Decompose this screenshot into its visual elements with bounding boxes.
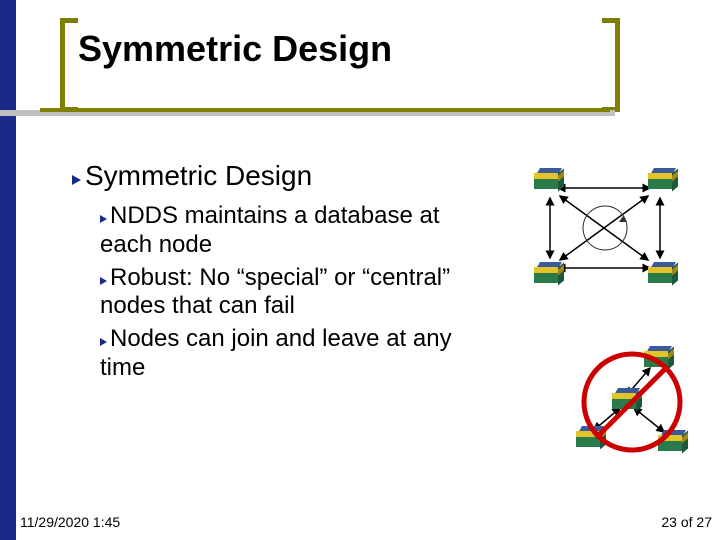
left-accent-bar — [0, 0, 16, 540]
prohibition-overlay — [572, 340, 697, 465]
content-heading: Symmetric Design — [72, 160, 492, 192]
heading-text: Symmetric Design — [85, 160, 312, 191]
slide-title: Symmetric Design — [78, 28, 392, 70]
title-underline — [40, 108, 610, 112]
bullet-arrow-icon — [100, 215, 107, 223]
footer-page-number: 23 of 27 — [661, 514, 712, 530]
bullet-arrow-icon — [100, 338, 107, 346]
content-area: Symmetric Design NDDS maintains a databa… — [72, 160, 492, 387]
bullet-text: Robust: No “special” or “central” nodes … — [100, 264, 450, 320]
bullet-item: Robust: No “special” or “central” nodes … — [100, 264, 492, 322]
network-node — [648, 168, 676, 190]
hub-spoke-forbidden-diagram — [572, 340, 697, 465]
network-node — [534, 262, 562, 284]
footer-date: 11/29/2020 1:45 — [20, 514, 120, 530]
bullet-item: Nodes can join and leave at any time — [100, 325, 492, 383]
bullet-arrow-icon — [100, 277, 107, 285]
bullet-item: NDDS maintains a database at each node — [100, 202, 492, 260]
bullet-text: Nodes can join and leave at any time — [100, 325, 452, 381]
network-node — [534, 168, 562, 190]
bullet-arrow-icon — [72, 175, 81, 185]
network-node — [648, 262, 676, 284]
bullet-text: NDDS maintains a database at each node — [100, 202, 440, 258]
title-bracket-right — [598, 18, 620, 112]
symmetric-network-diagram — [520, 158, 690, 298]
